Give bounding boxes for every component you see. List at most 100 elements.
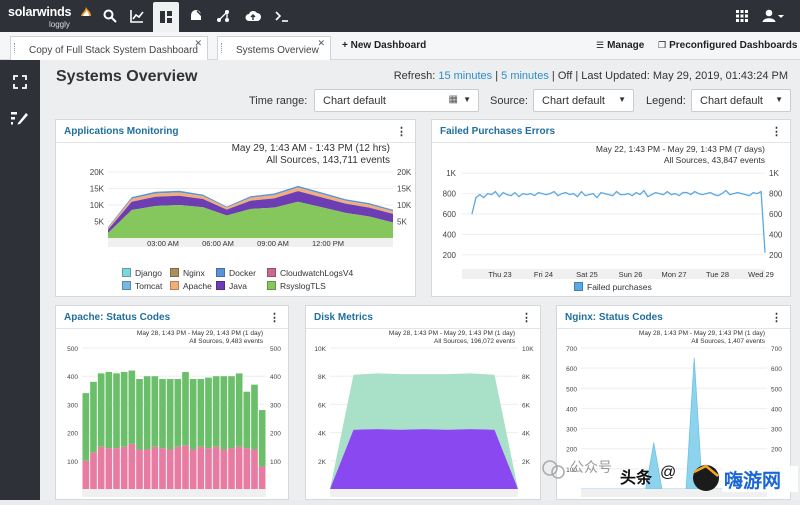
nginx-status-codes-panel: Nginx: Status Codes ⋮ May 28, 1:43 PM - … [556,305,791,500]
legend-swatch [267,268,276,277]
panel-title[interactable]: Nginx: Status Codes [565,312,663,323]
user-icon[interactable] [760,6,786,26]
drag-handle-icon[interactable] [221,43,223,53]
chevron-down-icon: ▼ [463,95,471,104]
x-tick-label: 12:00 PM [312,239,344,248]
source-label: Source: [490,95,528,107]
area-series-free [330,429,518,489]
panel-menu-icon[interactable]: ⋮ [771,126,782,138]
bar-3xx [82,393,90,461]
brand-logo[interactable]: solarwinds loggly [8,5,91,29]
y-tick-label: 300 [67,402,78,409]
drag-handle-icon[interactable] [14,43,16,53]
panel-events: All Sources, 196,072 events [434,338,515,345]
panel-divider [56,142,415,143]
tab-label: Systems Overview [236,45,319,56]
x-axis-band [82,489,266,497]
alert-icon[interactable] [186,6,206,26]
source-select[interactable]: Chart default ▼ [533,89,634,112]
tab-copy-of-full-stack[interactable]: Copy of Full Stack System Dashboard ✕ [10,36,208,60]
panel-menu-icon[interactable]: ⋮ [521,312,532,324]
bar-3xx [113,373,120,449]
bar-2xx [220,449,228,489]
y-tick-label-right: 5K [397,218,407,227]
bar-3xx [228,376,235,449]
refresh-bar: Refresh: 15 minutes | 5 minutes | Off | … [393,70,788,82]
panel-title[interactable]: Apache: Status Codes [64,312,171,323]
panel-menu-icon[interactable]: ⋮ [269,312,280,324]
fullscreen-icon[interactable] [10,72,30,92]
panel-menu-icon[interactable]: ⋮ [771,312,782,324]
time-range-value: Chart default [323,95,386,107]
panel-range: May 22, 1:43 PM - May 29, 1:43 PM (7 day… [595,144,765,154]
panel-divider [557,328,790,329]
legend-item-django[interactable]: Django [122,268,162,278]
panel-title[interactable]: Disk Metrics [314,312,373,323]
close-icon[interactable]: ✕ [317,38,325,48]
sitemap-icon[interactable] [213,6,233,26]
applications-monitoring-chart: 5K 5K 10K 10K 15K 15K 20K 20K 03:00 AM 06:00 AM 09… [90,168,412,248]
legend-item-cloudwatchlogsv4[interactable]: CloudwatchLogsV4 [267,268,353,278]
y-tick-label-right: 6K [522,402,531,409]
y-tick-label: 800 [443,190,457,199]
grid-icon[interactable] [732,6,752,26]
legend-swatch [216,281,225,290]
legend-select[interactable]: Chart default ▼ [691,89,791,112]
preconfigured-dashboards-button[interactable]: ❐ Preconfigured Dashboards [658,40,797,51]
search-icon[interactable] [100,6,120,26]
bar-2xx [113,448,120,489]
panel-subtitle: May 28, 1:43 PM - May 29, 1:43 PM (1 day… [389,330,515,346]
applications-monitoring-panel: Applications Monitoring ⋮ May 29, 1:43 A… [55,119,416,297]
nginx-status-codes-chart: 1001002002003003004004005005006006007007… [566,346,782,497]
bar-2xx [128,443,136,489]
panel-title[interactable]: Applications Monitoring [64,126,179,137]
time-range-select[interactable]: Chart default ▦ ▼ [314,89,479,112]
watermark-text-4: 嗨游网 [724,471,782,492]
last-updated-text: Last Updated: May 29, 2019, 01:43:24 PM [581,70,788,82]
legend-swatch [267,281,276,290]
bar-3xx [212,376,220,447]
refresh-off-option[interactable]: Off [557,70,573,82]
legend-item-nginx[interactable]: Nginx [170,268,205,278]
panel-menu-icon[interactable]: ⋮ [396,126,407,138]
terminal-icon[interactable] [272,6,292,26]
flame-logo-icon [81,7,91,16]
legend-item-tomcat[interactable]: Tomcat [122,281,162,291]
disk-metrics-chart: 2K 2K 4K 4K 6K 6K 8K 8K 10K 10K [314,346,534,497]
legend-label: Legend: [646,95,686,107]
y-tick-label: 200 [67,431,78,438]
chart-icon[interactable] [127,6,147,26]
y-tick-label-right: 600 [771,366,782,373]
legend-item-rsyslogtls[interactable]: RsyslogTLS [267,281,326,291]
refresh-15-minutes-link[interactable]: 15 minutes [438,70,493,82]
watermark-overlay: 公众号 头条 @ 嗨游网 [536,452,800,500]
area-series-used [330,373,518,489]
legend-item-apache[interactable]: Apache [170,281,212,291]
manage-button[interactable]: ☰ Manage [596,40,644,51]
legend-item-java[interactable]: Java [216,281,247,291]
dashboard-icon[interactable] [153,2,179,32]
new-dashboard-button[interactable]: + New Dashboard [342,40,427,51]
tab-systems-overview[interactable]: Systems Overview ✕ [217,36,331,60]
bar-3xx [197,379,205,447]
edit-dashboard-icon[interactable] [10,108,30,128]
bar-2xx [235,446,243,489]
y-tick-label-right: 200 [771,447,782,454]
cloud-upload-icon[interactable] [243,6,263,26]
y-tick-label-right: 700 [771,346,782,353]
y-tick-label-right: 300 [270,402,281,409]
bar-2xx [136,449,143,489]
x-tick-label: 03:00 AM [147,239,179,248]
legend-item-docker[interactable]: Docker [216,268,256,278]
bar-3xx [243,391,251,449]
refresh-5-minutes-link[interactable]: 5 minutes [501,70,549,82]
panel-range: May 28, 1:43 PM - May 29, 1:43 PM (1 day… [136,330,263,337]
source-value: Chart default [542,95,605,107]
panel-title[interactable]: Failed Purchases Errors [440,126,556,137]
y-tick-label-right: 500 [270,346,281,353]
close-icon[interactable]: ✕ [194,38,202,48]
y-tick-label-right: 500 [771,386,782,393]
y-tick-label: 700 [566,346,577,353]
legend-item-failed-purchases[interactable]: Failed purchases [574,282,652,292]
legend-label: Docker [229,268,256,278]
